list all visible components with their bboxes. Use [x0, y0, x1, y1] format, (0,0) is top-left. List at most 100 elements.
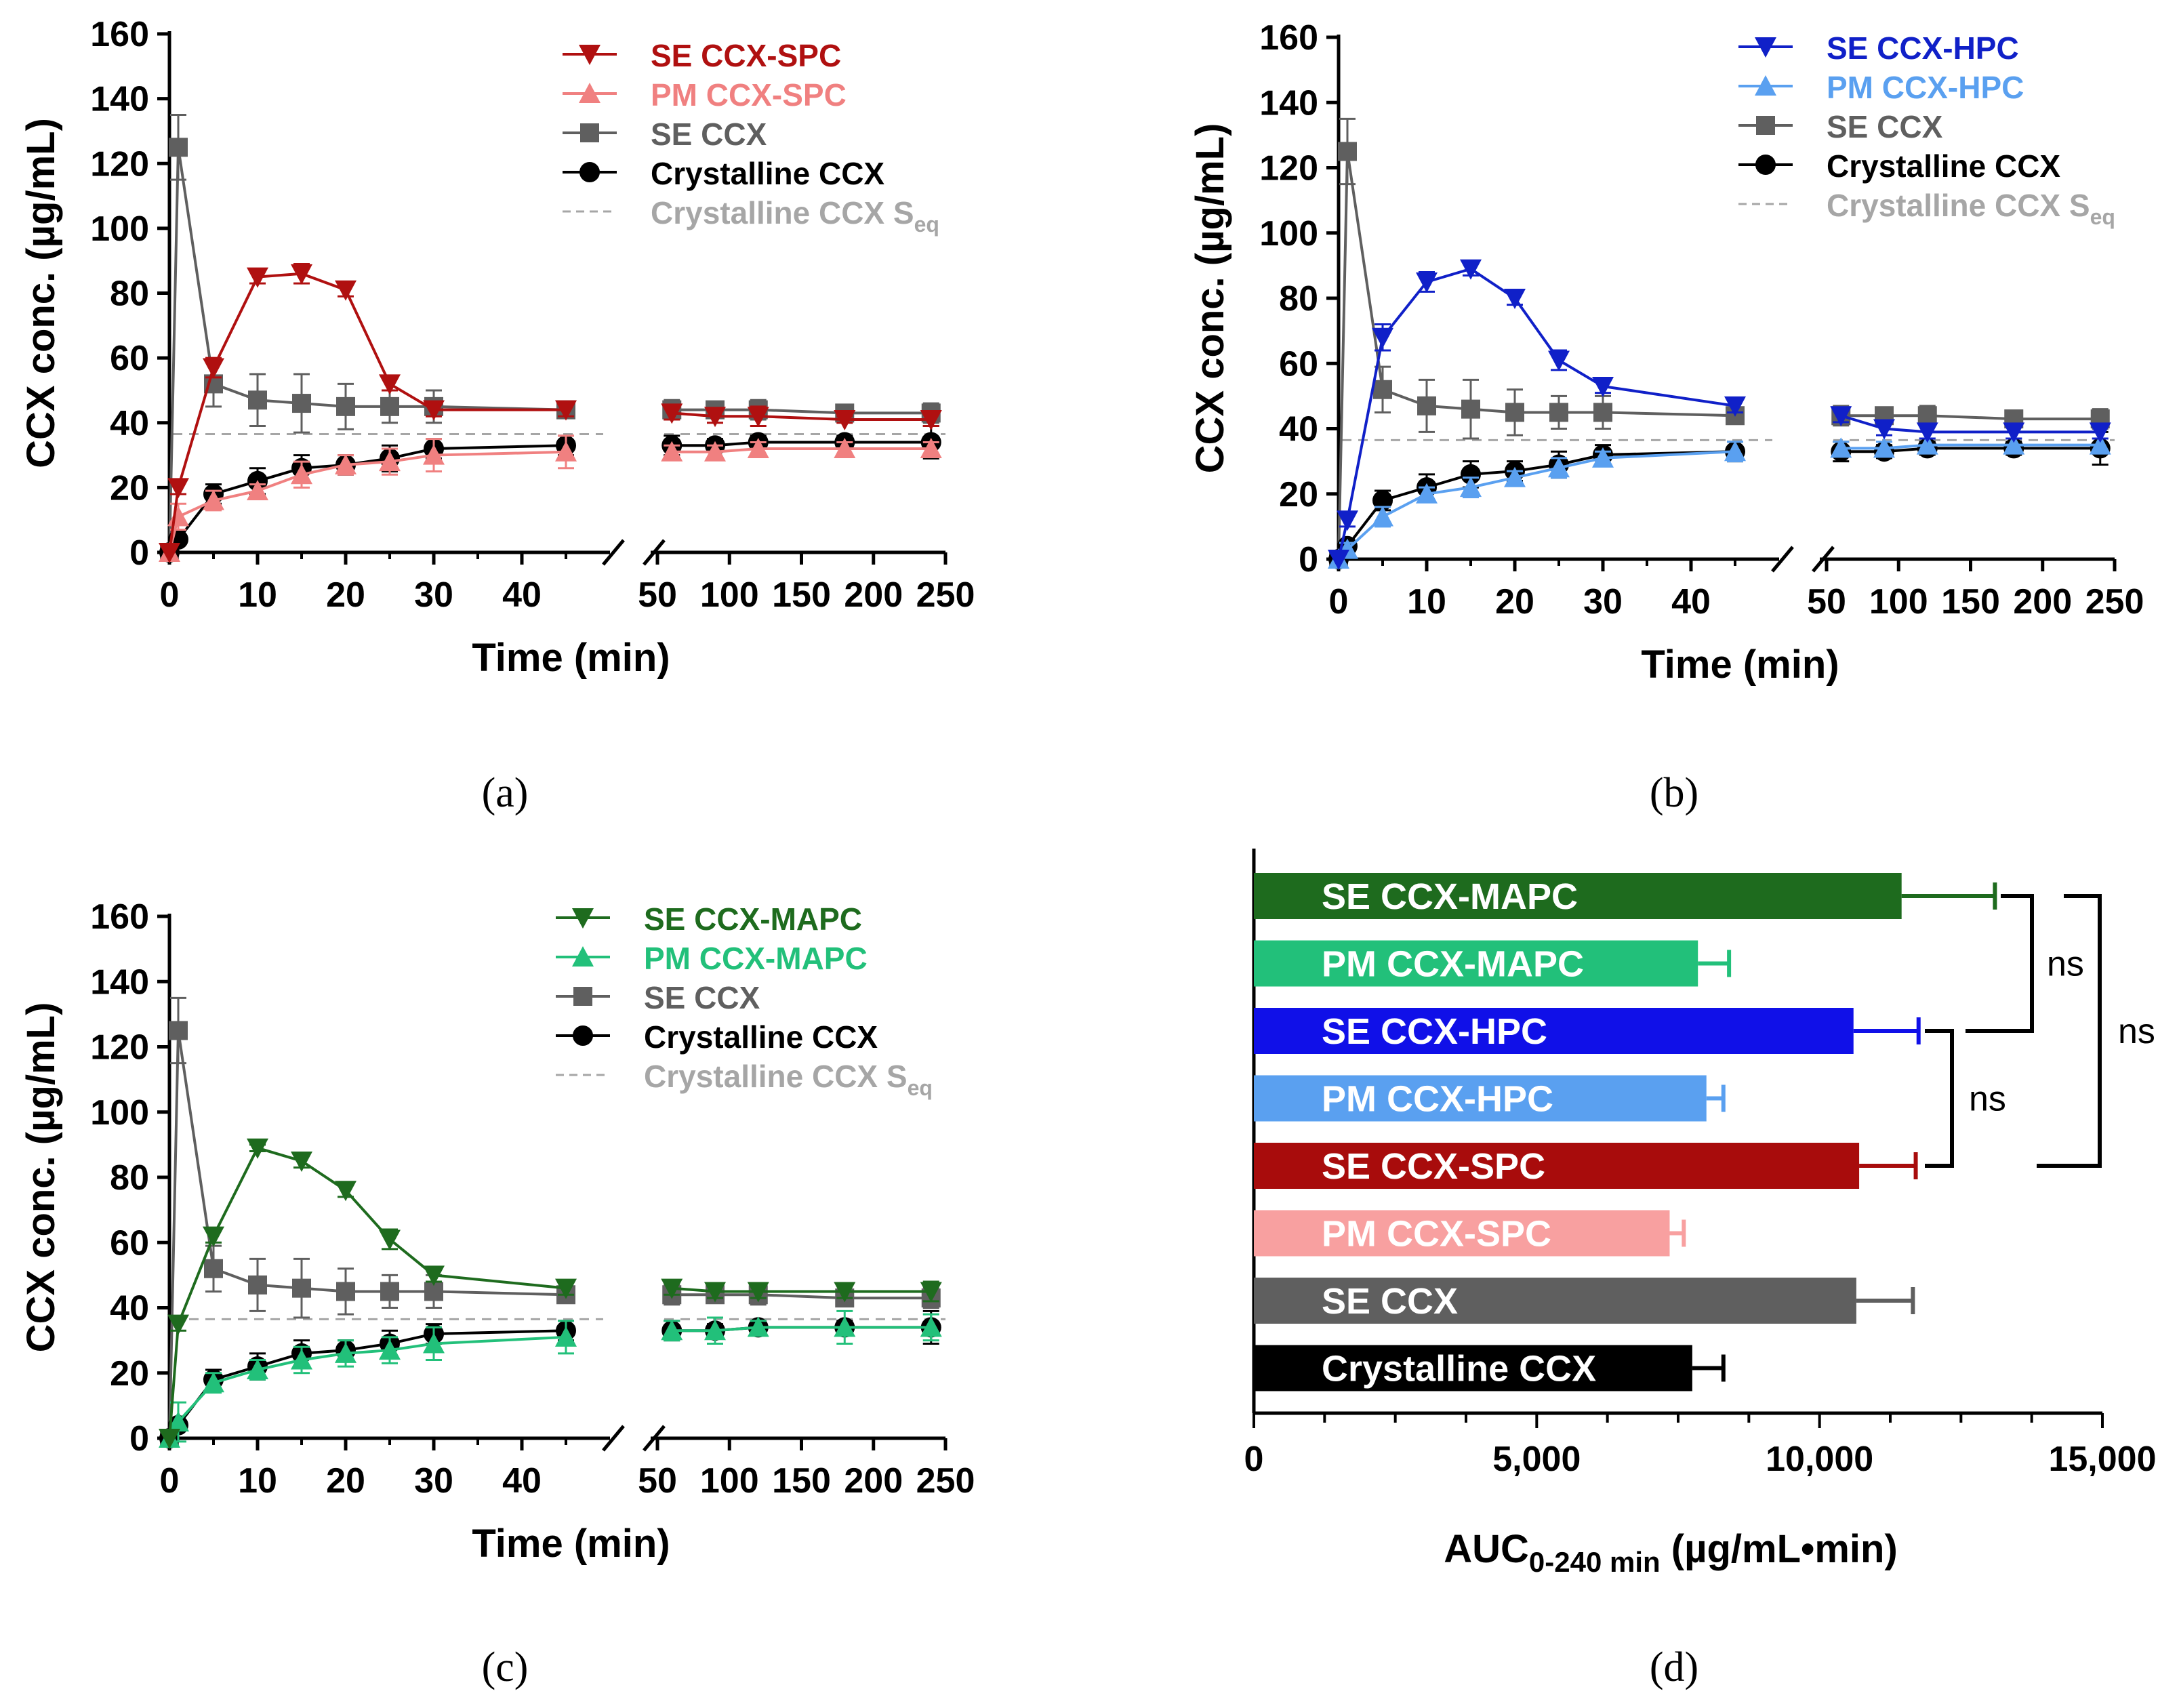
- p1-y-axis-label: CCX conc. (µg/mL): [19, 118, 63, 468]
- p2-data-point: [1504, 466, 1526, 487]
- p4-significance-bracket: [2037, 894, 2102, 1168]
- p3-data-point: [247, 1138, 268, 1159]
- p3-series-line: [168, 1335, 567, 1439]
- p2-series-1: [1328, 434, 2111, 569]
- p4-x-tick-label: 5,000: [1492, 1440, 1581, 1479]
- p2-x-tick-label: 100: [1869, 582, 1928, 622]
- p2-data-point: [1504, 289, 1526, 309]
- p3-data-point: [167, 1314, 189, 1335]
- p2-data-point: [1416, 483, 1438, 504]
- p1-data-point: [379, 451, 401, 472]
- p1-axis-break-mark: [643, 539, 666, 566]
- p1-data-point: [291, 264, 312, 285]
- p4-x-tick-label: 0: [1244, 1440, 1264, 1479]
- p3-y-tick-label: 0: [129, 1419, 149, 1459]
- p4-x-tick-label: 15,000: [2048, 1440, 2156, 1479]
- p1-series-3: [159, 425, 941, 563]
- p3-data-point: [380, 1282, 399, 1301]
- p3-data-point: [248, 1275, 267, 1295]
- p3-data-point: [747, 1316, 769, 1337]
- p4-bar: [1254, 1008, 1854, 1054]
- p1-data-point: [248, 390, 267, 410]
- p2-data-point: [1549, 403, 1568, 422]
- p3-axis-break-mark: [643, 1425, 666, 1452]
- p1-y-tick-label: 120: [90, 144, 149, 184]
- p1-x-tick-label: 150: [772, 575, 831, 615]
- p2-data-point: [2003, 422, 2025, 443]
- p2-data-point: [1338, 142, 1357, 161]
- p2-y-tick-label: 40: [1279, 410, 1318, 449]
- p3-legend-marker: [572, 908, 594, 929]
- p2-data-point: [1873, 419, 1895, 440]
- p4-bar: [1254, 1278, 1856, 1324]
- p3-data-point: [335, 1181, 357, 1202]
- p1-data-point: [555, 400, 577, 421]
- p3-data-point: [704, 1320, 726, 1341]
- p1-data-point: [555, 441, 577, 462]
- p3-legend-label-main: Crystalline CCX S: [644, 1059, 908, 1094]
- p2-x-tick-label: 10: [1407, 582, 1446, 622]
- p3-x-tick-label: 30: [414, 1461, 453, 1501]
- p2-y-tick-label: 160: [1259, 18, 1318, 58]
- p3-data-point: [661, 1320, 683, 1341]
- p4-bar: [1254, 1075, 1707, 1122]
- p2-data-point: [1373, 380, 1392, 399]
- p2-data-point: [1548, 350, 1570, 371]
- p2-data-point: [1916, 422, 1938, 443]
- p2-x-axis-label: Time (min): [1641, 643, 1839, 687]
- p2-x-tick-label: 40: [1671, 582, 1711, 622]
- p3-data-point: [167, 1410, 189, 1431]
- p1-data-point: [247, 267, 268, 288]
- p3-data-point: [920, 1316, 942, 1337]
- p1-data-point: [661, 441, 683, 462]
- p1-data-point: [292, 394, 311, 413]
- p3-y-tick-label: 140: [90, 962, 149, 1002]
- p2-legend-marker: [1755, 155, 1776, 175]
- p3-y-tick-label: 40: [110, 1289, 149, 1328]
- p3-data-point: [920, 1282, 942, 1303]
- p3-y-tick-label: 60: [110, 1223, 149, 1263]
- p3-y-tick-label: 160: [90, 897, 149, 937]
- p2-data-point: [1593, 403, 1612, 422]
- p1-legend-label: Crystalline CCX Seq: [651, 195, 939, 237]
- p3-legend-label: SE CCX: [644, 980, 760, 1015]
- p3-data-point: [834, 1316, 856, 1337]
- p4-bar: [1254, 1143, 1860, 1189]
- p2-series-line: [1337, 151, 1736, 560]
- p2-data-point: [1416, 272, 1438, 293]
- p2-data-point: [1830, 406, 1852, 427]
- p4-significance-bracket: [1925, 1029, 1954, 1168]
- panel-label-b: (b): [1650, 770, 1698, 816]
- p1-data-point: [380, 396, 399, 416]
- p2-legend-label-subscript: eq: [2090, 205, 2115, 229]
- panel-b-chart: 0 20 40 60 80 100 120 140 160 0 10 20 30 40 50 100 150 20…: [1188, 18, 2144, 687]
- p2-legend-label: PM CCX-HPC: [1827, 70, 2024, 105]
- p3-series-line: [168, 1329, 567, 1440]
- p1-y-tick-label: 40: [110, 404, 149, 443]
- p2-x-tick-label: 0: [1329, 582, 1349, 622]
- p1-x-tick-label: 10: [238, 575, 277, 615]
- p4-significance-label: ns: [1969, 1080, 2006, 1119]
- p3-series-3: [159, 1309, 941, 1448]
- p1-data-point: [423, 444, 445, 465]
- p4-bar: [1254, 873, 1902, 919]
- p4-x-tick-label: 10,000: [1766, 1440, 1873, 1479]
- p4-x-axis-label-subscript: 0-240 min: [1529, 1546, 1661, 1578]
- p1-x-tick-label: 30: [414, 575, 453, 615]
- p1-y-tick-label: 60: [110, 339, 149, 378]
- p1-legend-marker: [579, 45, 600, 65]
- p1-y-tick-label: 20: [110, 468, 149, 508]
- p1-x-tick-label: 20: [326, 575, 365, 615]
- p1-legend-marker: [580, 123, 599, 142]
- p1-x-tick-label: 50: [638, 575, 677, 615]
- p2-y-tick-label: 100: [1259, 214, 1318, 253]
- p4-bar: [1254, 1210, 1670, 1257]
- p2-data-point: [1916, 434, 1938, 455]
- p1-data-point: [291, 464, 312, 485]
- panel-label-c: (c): [482, 1644, 529, 1690]
- p1-series-line: [168, 444, 567, 554]
- p3-y-axis-label: CCX conc. (µg/mL): [19, 1002, 63, 1353]
- p3-data-point: [247, 1358, 268, 1379]
- p1-data-point: [335, 280, 357, 301]
